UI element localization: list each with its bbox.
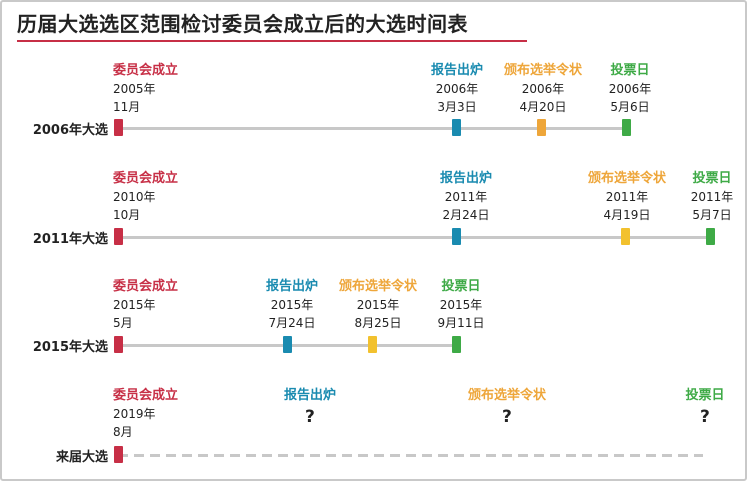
event-day: 4月20日 bbox=[519, 100, 567, 114]
marker-polling-2011 bbox=[706, 228, 715, 245]
marker-committee-2006 bbox=[114, 119, 123, 136]
event-writ-2011: 颁布选举令状 2011年 4月19日 bbox=[588, 170, 666, 224]
event-year: 2011年 bbox=[444, 190, 488, 204]
event-year: 2015年 bbox=[439, 298, 483, 312]
event-label: 报告出炉 bbox=[265, 279, 319, 294]
event-label: 委员会成立 bbox=[113, 388, 179, 403]
event-committee-2015: 委员会成立 2015年 5月 bbox=[113, 278, 178, 332]
event-committee-2011: 委员会成立 2010年 10月 bbox=[113, 170, 178, 224]
event-report-2011: 报告出炉 2011年 2月24日 bbox=[440, 170, 492, 224]
marker-committee-2011 bbox=[114, 228, 123, 245]
event-year: 2010年 bbox=[113, 190, 156, 204]
unknown-date-mark: ? bbox=[305, 407, 315, 427]
event-polling-2006: 投票日 2006年 5月6日 bbox=[609, 62, 652, 116]
event-polling-2011: 投票日 2011年 5月7日 bbox=[691, 170, 734, 224]
event-label: 委员会成立 bbox=[113, 63, 179, 78]
event-label: 颁布选举令状 bbox=[587, 171, 667, 186]
event-label: 投票日 bbox=[610, 63, 650, 78]
timeline-2006 bbox=[118, 127, 628, 130]
event-day: 5月6日 bbox=[610, 100, 650, 114]
event-report-2015: 报告出炉 2015年 7月24日 bbox=[266, 278, 318, 332]
event-year: 2006年 bbox=[521, 82, 565, 96]
event-year: 2015年 bbox=[356, 298, 400, 312]
marker-committee-2015 bbox=[114, 336, 123, 353]
event-writ-2006: 颁布选举令状 2006年 4月20日 bbox=[504, 62, 582, 116]
infographic-title: 历届大选选区范围检讨委员会成立后的大选时间表 bbox=[17, 12, 468, 36]
event-day: 9月11日 bbox=[437, 316, 485, 330]
event-day: 8月25日 bbox=[354, 316, 402, 330]
marker-writ-2011 bbox=[621, 228, 630, 245]
event-committee-next: 委员会成立 2019年 8月 bbox=[113, 387, 178, 441]
row-label-next: 来届大选 bbox=[55, 450, 108, 465]
event-day: 10月 bbox=[113, 208, 141, 222]
event-label: 投票日 bbox=[441, 279, 481, 294]
event-day: 8月 bbox=[113, 425, 133, 439]
unknown-date-mark: ? bbox=[502, 407, 512, 427]
event-day: 5月7日 bbox=[692, 208, 732, 222]
marker-polling-2006 bbox=[622, 119, 631, 136]
marker-polling-2015 bbox=[452, 336, 461, 353]
event-label: 颁布选举令状 bbox=[503, 63, 583, 78]
marker-report-2006 bbox=[452, 119, 461, 136]
event-year: 2005年 bbox=[113, 82, 156, 96]
marker-report-2011 bbox=[452, 228, 461, 245]
event-polling-2015: 投票日 2015年 9月11日 bbox=[438, 278, 485, 332]
row-label-2015: 2015年大选 bbox=[32, 340, 108, 355]
event-year: 2006年 bbox=[608, 82, 652, 96]
event-day: 4月19日 bbox=[603, 208, 651, 222]
unknown-date-mark: ? bbox=[700, 407, 710, 427]
event-day: 3月3日 bbox=[437, 100, 477, 114]
marker-writ-2006 bbox=[537, 119, 546, 136]
event-year: 2011年 bbox=[690, 190, 734, 204]
marker-writ-2015 bbox=[368, 336, 377, 353]
event-report-next: 报告出炉 ? bbox=[284, 387, 336, 429]
event-writ-2015: 颁布选举令状 2015年 8月25日 bbox=[339, 278, 417, 332]
event-year: 2015年 bbox=[113, 298, 156, 312]
event-day: 7月24日 bbox=[268, 316, 316, 330]
event-polling-next: 投票日 ? bbox=[685, 387, 724, 429]
marker-committee-next bbox=[114, 446, 123, 463]
title-underline bbox=[17, 40, 527, 42]
event-year: 2015年 bbox=[270, 298, 314, 312]
event-year: 2011年 bbox=[605, 190, 649, 204]
event-label: 颁布选举令状 bbox=[467, 388, 547, 403]
event-label: 报告出炉 bbox=[439, 171, 493, 186]
event-day: 2月24日 bbox=[442, 208, 490, 222]
event-day: 5月 bbox=[113, 316, 133, 330]
event-year: 2019年 bbox=[113, 407, 156, 421]
row-label-2006: 2006年大选 bbox=[32, 123, 108, 138]
event-year: 2006年 bbox=[435, 82, 479, 96]
event-label: 委员会成立 bbox=[113, 279, 179, 294]
event-label: 委员会成立 bbox=[113, 171, 179, 186]
event-writ-next: 颁布选举令状 ? bbox=[468, 387, 546, 429]
event-report-2006: 报告出炉 2006年 3月3日 bbox=[431, 62, 483, 116]
event-label: 报告出炉 bbox=[283, 388, 337, 403]
event-committee-2006: 委员会成立 2005年 11月 bbox=[113, 62, 178, 116]
event-label: 颁布选举令状 bbox=[338, 279, 418, 294]
event-day: 11月 bbox=[113, 100, 141, 114]
marker-report-2015 bbox=[283, 336, 292, 353]
event-label: 报告出炉 bbox=[430, 63, 484, 78]
event-label: 投票日 bbox=[685, 388, 725, 403]
row-label-2011: 2011年大选 bbox=[32, 232, 108, 247]
event-label: 投票日 bbox=[692, 171, 732, 186]
timeline-next bbox=[118, 454, 703, 457]
timeline-2011 bbox=[118, 236, 714, 239]
